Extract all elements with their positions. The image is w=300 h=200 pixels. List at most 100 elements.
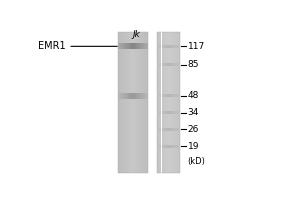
Bar xyxy=(166,111,167,114)
Text: Jk: Jk xyxy=(132,30,140,39)
Bar xyxy=(178,128,179,131)
Bar xyxy=(146,43,147,49)
Bar xyxy=(140,93,141,99)
Bar xyxy=(147,93,148,99)
Bar xyxy=(162,145,163,148)
Bar xyxy=(158,63,159,66)
Bar xyxy=(174,32,175,173)
Bar xyxy=(168,94,169,97)
Bar xyxy=(168,45,169,48)
Bar xyxy=(167,128,168,131)
Bar xyxy=(144,43,145,49)
Bar xyxy=(126,43,127,49)
Bar xyxy=(144,32,145,173)
Bar xyxy=(120,93,121,99)
Bar xyxy=(158,32,159,173)
Bar xyxy=(163,63,164,66)
Bar xyxy=(132,93,133,99)
Bar xyxy=(158,128,159,131)
Bar xyxy=(164,145,165,148)
Bar xyxy=(168,63,169,66)
Bar xyxy=(162,111,163,114)
Bar xyxy=(136,32,137,173)
Bar xyxy=(120,32,121,173)
Bar xyxy=(140,43,141,49)
Bar xyxy=(170,128,171,131)
Bar xyxy=(177,128,178,131)
Bar xyxy=(175,145,176,148)
Bar xyxy=(136,93,137,99)
Bar xyxy=(179,145,180,148)
Bar xyxy=(177,32,178,173)
Bar xyxy=(177,145,178,148)
Bar xyxy=(180,145,181,148)
Bar xyxy=(174,63,175,66)
Bar xyxy=(144,93,145,99)
Bar xyxy=(167,32,168,173)
Bar xyxy=(139,43,140,49)
Bar xyxy=(159,63,160,66)
Bar xyxy=(173,63,174,66)
Bar xyxy=(173,145,174,148)
Bar xyxy=(130,93,131,99)
Bar xyxy=(174,128,175,131)
Bar xyxy=(173,128,174,131)
Bar xyxy=(169,111,170,114)
Bar xyxy=(177,45,178,48)
Bar xyxy=(162,94,163,97)
Bar xyxy=(173,94,174,97)
Bar xyxy=(177,94,178,97)
Bar xyxy=(118,32,148,173)
Bar xyxy=(180,32,181,173)
Bar xyxy=(162,45,163,48)
Bar xyxy=(161,45,162,48)
Bar xyxy=(161,94,162,97)
Bar xyxy=(171,145,172,148)
Bar xyxy=(172,63,173,66)
Bar xyxy=(165,32,166,173)
Bar xyxy=(157,94,158,97)
Bar xyxy=(133,93,134,99)
Bar xyxy=(166,128,167,131)
Bar xyxy=(165,145,166,148)
Bar xyxy=(172,111,173,114)
Bar xyxy=(167,63,168,66)
Bar xyxy=(178,63,179,66)
Bar xyxy=(145,93,146,99)
Bar xyxy=(126,32,127,173)
Bar xyxy=(160,111,161,114)
Bar xyxy=(179,111,180,114)
Bar xyxy=(118,93,119,99)
Bar xyxy=(176,111,177,114)
Bar xyxy=(123,43,124,49)
Bar xyxy=(160,145,161,148)
Bar xyxy=(175,32,176,173)
Bar xyxy=(142,93,143,99)
Bar xyxy=(180,128,181,131)
Bar xyxy=(142,43,143,49)
Bar xyxy=(138,32,139,173)
Bar xyxy=(178,32,179,173)
Bar xyxy=(146,93,147,99)
Bar xyxy=(139,93,140,99)
Bar xyxy=(173,45,174,48)
Bar xyxy=(171,128,172,131)
Bar xyxy=(180,111,181,114)
Bar xyxy=(137,93,138,99)
Bar xyxy=(133,32,134,173)
Bar xyxy=(128,32,129,173)
Bar xyxy=(165,94,166,97)
Bar xyxy=(169,45,170,48)
Bar xyxy=(163,45,164,48)
Bar xyxy=(165,128,166,131)
Bar xyxy=(129,43,130,49)
Bar xyxy=(171,32,172,173)
Bar xyxy=(157,145,158,148)
Bar xyxy=(168,32,169,173)
Bar xyxy=(160,94,161,97)
Bar xyxy=(160,45,161,48)
Bar xyxy=(174,94,175,97)
Bar xyxy=(167,45,168,48)
Bar xyxy=(161,111,162,114)
Bar xyxy=(170,94,171,97)
